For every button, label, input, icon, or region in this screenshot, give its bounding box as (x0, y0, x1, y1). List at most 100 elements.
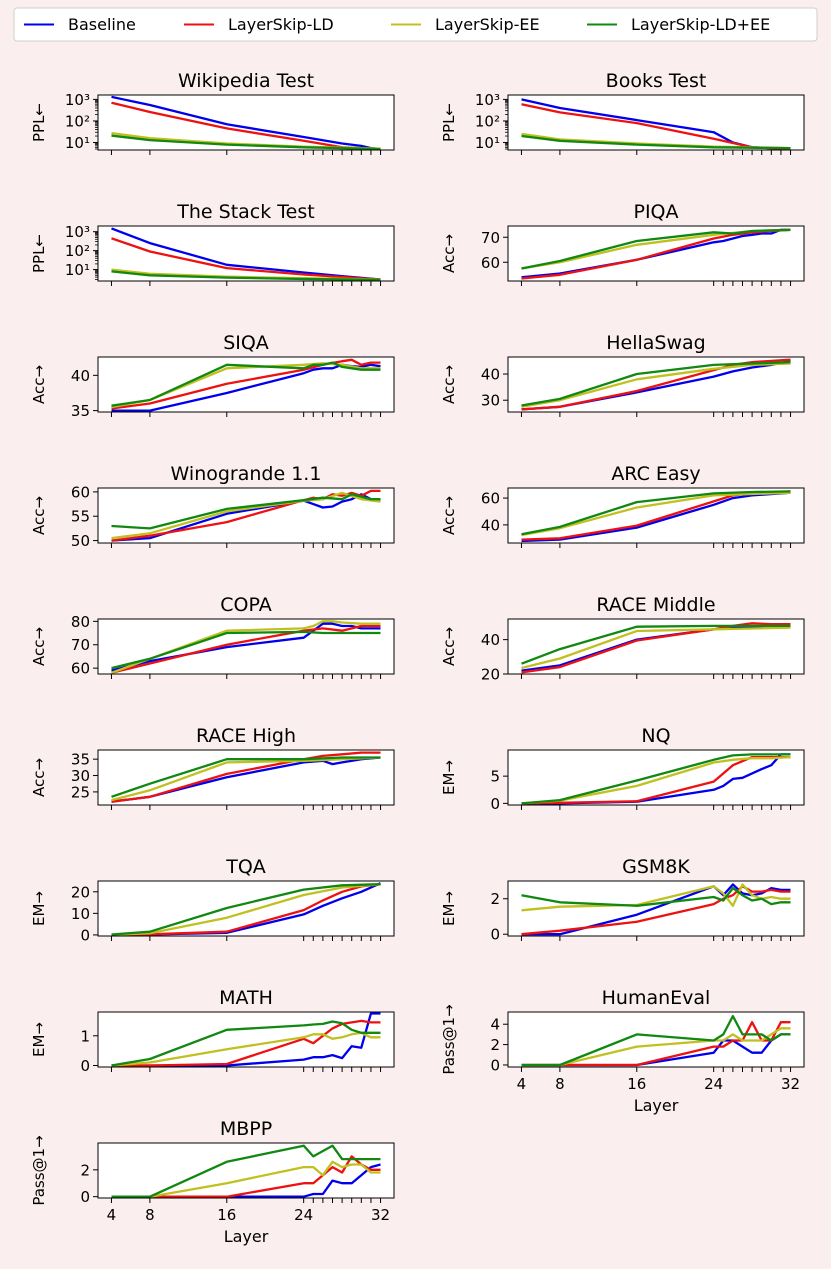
legend-entry-layerskip-ee: LayerSkip-EE (391, 15, 540, 34)
series-line-layerskip-ld (111, 624, 381, 674)
y-tick-label: 70 (481, 229, 500, 247)
legend-label: Baseline (68, 15, 136, 34)
series-line-layerskip-ld-ee (111, 134, 381, 150)
chart-math: MATH EM→ 0 1 (30, 987, 395, 1075)
plot-frame (97, 749, 395, 806)
series-group (111, 227, 381, 281)
chart-title: MATH (219, 987, 273, 1009)
series-group (521, 883, 791, 936)
x-tick-label: 24 (704, 1075, 723, 1093)
y-tick-label: 60 (481, 254, 500, 272)
y-tick-label: 60 (71, 660, 90, 678)
y-tick-label: 20 (481, 666, 500, 684)
series-line-layerskip-ld-ee (521, 1014, 791, 1067)
y-tick-label: 35 (71, 751, 90, 769)
chart-title: HumanEval (602, 987, 711, 1009)
chart-title: ARC Easy (611, 463, 700, 485)
y-axis-label: Acc→ (30, 627, 48, 666)
x-tick-label: 8 (555, 1075, 565, 1093)
chart-wikipedia-test: Wikipedia Test PPL← 10¹ 10² 10³ (30, 70, 395, 155)
chart-title: The Stack Test (176, 201, 314, 223)
y-tick-label: 0 (490, 795, 500, 813)
series-line-layerskip-ee (521, 362, 791, 408)
plot-frame (97, 356, 395, 413)
chart-title: TQA (225, 856, 266, 878)
y-tick-label: 70 (71, 636, 90, 654)
series-line-layerskip-ld (521, 1021, 791, 1067)
y-tick-label: 10² (65, 112, 90, 130)
series-group (521, 358, 791, 411)
plot-frame (507, 225, 805, 282)
y-tick-label: 50 (71, 532, 90, 550)
chart-title: SIQA (223, 332, 269, 354)
series-line-layerskip-ld-ee (521, 228, 791, 270)
chart-title: MBPP (220, 1118, 272, 1140)
y-axis-label: Acc→ (30, 758, 48, 797)
series-line-layerskip-ld-ee (111, 883, 381, 936)
y-tick-label: 0 (490, 1056, 500, 1074)
y-tick-label: 80 (71, 613, 90, 631)
legend-entry-baseline: Baseline (24, 15, 136, 34)
series-line-layerskip-ee (521, 755, 791, 805)
y-axis-label: PPL← (440, 103, 458, 142)
y-axis-label: PPL← (30, 103, 48, 142)
plot-area (98, 1143, 394, 1198)
chart-gsm8k: GSM8K EM→ 0 2 (440, 856, 805, 944)
y-tick-label: 10³ (65, 223, 90, 241)
plot-frame (507, 487, 805, 544)
series-line-layerskip-ee (521, 1027, 791, 1067)
plot-frame (97, 880, 395, 937)
series-line-layerskip-ee (111, 1160, 381, 1198)
series-group (111, 358, 381, 412)
series-group (111, 620, 381, 674)
x-axis-label: Layer (634, 1096, 679, 1115)
y-tick-label: 40 (71, 367, 90, 385)
y-axis-label: Acc→ (440, 234, 458, 273)
x-tick-label: 4 (517, 1075, 527, 1093)
x-tick-label: 16 (627, 1075, 646, 1093)
chart-tqa: TQA EM→ 0 10 20 (30, 856, 395, 944)
plot-frame (97, 1142, 395, 1199)
y-tick-label: 2 (490, 890, 500, 908)
series-group (111, 489, 381, 542)
series-line-baseline (521, 491, 791, 543)
chart-arc-easy: ARC Easy Acc→ 40 60 (440, 463, 805, 548)
chart-copa: COPA Acc→ 60 70 80 (30, 594, 395, 679)
series-line-layerskip-ld-ee (111, 270, 381, 281)
chart-nq: NQ EM→ 0 5 (440, 725, 805, 813)
legend-label: LayerSkip-LD (228, 15, 334, 34)
series-group (521, 1014, 791, 1067)
x-tick-label: 32 (781, 1075, 800, 1093)
chart-books-test: Books Test PPL← 10¹ 10² 10³ (440, 70, 805, 155)
y-tick-label: 10 (71, 905, 90, 923)
series-line-layerskip-ld (111, 883, 381, 936)
chart-title: GSM8K (622, 856, 690, 878)
y-axis-label: Acc→ (440, 496, 458, 535)
series-group (521, 98, 791, 150)
y-tick-label: 2 (490, 1036, 500, 1054)
series-line-layerskip-ld-ee (111, 493, 381, 530)
x-tick-label: 4 (107, 1206, 117, 1224)
y-tick-label: 10² (65, 242, 90, 260)
plot-frame (507, 1011, 805, 1068)
series-line-layerskip-ld-ee (521, 886, 791, 907)
x-tick-label: 32 (371, 1206, 390, 1224)
legend: Baseline LayerSkip-LD LayerSkip-EE LayerSki… (13, 7, 818, 42)
y-axis-label: EM→ (30, 1022, 48, 1057)
y-tick-label: 1 (80, 1027, 90, 1045)
series-group (521, 490, 791, 543)
series-line-layerskip-ld (521, 228, 791, 280)
series-group (111, 882, 381, 936)
series-line-layerskip-ee (111, 756, 381, 802)
series-line-layerskip-ld-ee (521, 134, 791, 150)
series-line-layerskip-ee (521, 626, 791, 670)
y-tick-label: 40 (481, 631, 500, 649)
y-tick-label: 10¹ (65, 261, 90, 279)
chart-title: RACE Middle (596, 594, 715, 616)
y-axis-label: Acc→ (30, 365, 48, 404)
y-axis-label: PPL← (30, 234, 48, 273)
series-group (111, 751, 381, 803)
y-tick-label: 60 (71, 483, 90, 501)
